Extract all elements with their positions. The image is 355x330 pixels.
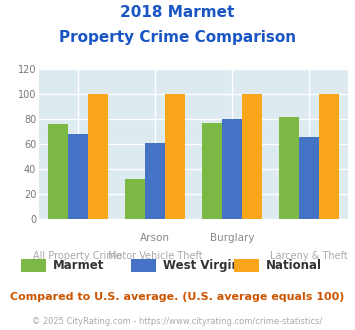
- Bar: [242, 94, 262, 219]
- Text: West Virginia: West Virginia: [163, 259, 252, 272]
- Text: All Property Crime: All Property Crime: [33, 251, 122, 261]
- Text: Property Crime Comparison: Property Crime Comparison: [59, 30, 296, 45]
- Text: © 2025 CityRating.com - https://www.cityrating.com/crime-statistics/: © 2025 CityRating.com - https://www.city…: [32, 317, 323, 326]
- Bar: [320, 94, 339, 219]
- Bar: [299, 137, 320, 219]
- Text: National: National: [266, 259, 322, 272]
- Bar: [222, 119, 242, 219]
- Text: Motor Vehicle Theft: Motor Vehicle Theft: [108, 251, 202, 261]
- Bar: [88, 94, 108, 219]
- Bar: [279, 117, 299, 219]
- Text: 2018 Marmet: 2018 Marmet: [120, 5, 235, 20]
- Text: Compared to U.S. average. (U.S. average equals 100): Compared to U.S. average. (U.S. average …: [10, 292, 345, 302]
- Text: Larceny & Theft: Larceny & Theft: [271, 251, 348, 261]
- Text: Marmet: Marmet: [53, 259, 105, 272]
- Text: Burglary: Burglary: [210, 233, 254, 243]
- Bar: [67, 134, 88, 219]
- Text: Arson: Arson: [140, 233, 170, 243]
- Bar: [48, 124, 67, 219]
- Bar: [202, 123, 222, 219]
- Bar: [165, 94, 185, 219]
- Bar: [125, 180, 145, 219]
- Bar: [145, 143, 165, 219]
